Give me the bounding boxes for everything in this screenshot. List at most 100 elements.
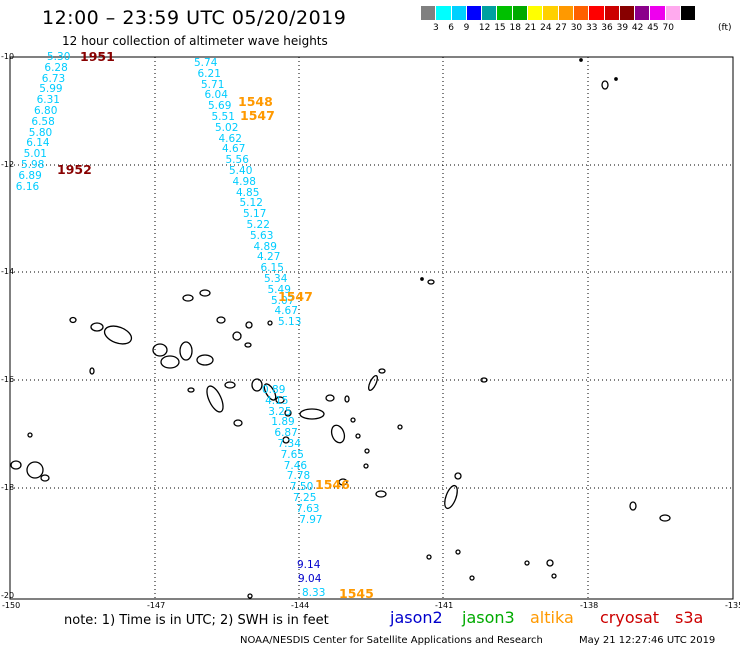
wave-height-value: 7.50: [289, 481, 314, 494]
legend-swatch: [558, 6, 574, 20]
pass-time-label: 1952: [57, 162, 92, 177]
satellite-legend-item: altika: [530, 608, 574, 627]
wave-height-value: 4.85: [236, 186, 260, 199]
wave-height-value: 5.01: [23, 148, 47, 161]
legend-swatch: [451, 6, 467, 20]
wave-height-value: 5.51: [211, 111, 235, 123]
wave-height-value: 6.28: [44, 61, 68, 74]
wave-height-value: 6.31: [36, 94, 60, 107]
island: [232, 331, 242, 341]
island: [160, 355, 180, 369]
wave-height-value: 5.17: [243, 208, 267, 221]
map-title: 12:00 – 23:59 UTC 05/20/2019: [42, 7, 347, 29]
island: [427, 279, 435, 285]
island: [375, 490, 387, 498]
legend-swatch: [604, 6, 620, 20]
wave-height-value: 6.87: [274, 427, 298, 440]
island: [364, 448, 370, 454]
wave-height-value: 6.15: [260, 262, 284, 275]
island: [363, 463, 369, 469]
wave-height-value: 5.98: [21, 159, 45, 171]
island: [282, 436, 290, 444]
island: [284, 409, 292, 417]
island: [420, 277, 424, 281]
latitude-label: -16: [1, 375, 15, 384]
legend-label: 12: [478, 23, 491, 33]
wave-height-value: 6.89: [18, 169, 42, 182]
island: [601, 80, 609, 90]
wave-height-value: 7.46: [283, 459, 308, 472]
island: [233, 419, 243, 427]
satellite-legend-item: jason3: [462, 608, 515, 627]
wave-height-value: 7.34: [277, 438, 301, 450]
legend-swatch: [619, 6, 636, 20]
longitude-label: -150: [2, 601, 21, 610]
wave-height-value: 5.56: [225, 154, 249, 167]
island: [263, 383, 277, 401]
satellite-legend-item: jason2: [390, 608, 443, 627]
legend-swatch: [482, 6, 498, 20]
legend-swatch: [512, 6, 529, 20]
color-legend-bar: [421, 6, 697, 20]
island: [454, 472, 462, 480]
longitude-label: -144: [291, 601, 310, 610]
legend-label: 6: [448, 23, 455, 33]
latitude-label: -12: [1, 160, 15, 169]
legend-label: 39: [616, 23, 629, 33]
island: [251, 378, 263, 392]
wave-height-value: 5.71: [201, 78, 225, 91]
credit-line: NOAA/NESDIS Center for Satellite Applica…: [240, 635, 543, 646]
island: [216, 316, 226, 324]
satellite-legend-item: s3a: [675, 608, 704, 627]
legend-swatch: [497, 6, 513, 20]
wave-height-value: 5.12: [239, 197, 263, 210]
generation-timestamp: May 21 12:27:46 UTC 2019: [579, 635, 716, 646]
pass-time-label: 1545: [339, 586, 374, 601]
wave-height-value: 5.07: [271, 294, 295, 307]
island: [659, 514, 671, 522]
island: [245, 321, 253, 329]
wave-height-value: 7.65: [280, 448, 304, 461]
legend-label: 70: [662, 23, 674, 33]
legend-label: 42: [631, 23, 644, 33]
wave-height-value: 6.16: [15, 180, 40, 193]
legend-label: 33: [586, 23, 598, 33]
latitude-label: -10: [1, 52, 15, 61]
legend-swatch: [573, 6, 590, 20]
island: [426, 554, 432, 560]
wave-height-value: 5.74: [194, 57, 218, 69]
island: [247, 593, 253, 599]
wave-height-value: 8.33: [302, 587, 326, 599]
island: [206, 385, 224, 413]
island: [579, 58, 583, 62]
pass-time-label: 1548: [238, 94, 273, 109]
island: [244, 342, 252, 348]
map-subtitle: 12 hour collection of altimeter wave hei…: [62, 34, 328, 48]
island: [455, 549, 461, 555]
wave-height-value: 5.02: [215, 121, 239, 134]
wave-height-value: 4.15: [265, 394, 289, 407]
legend-label: 3: [433, 23, 439, 33]
island: [629, 501, 637, 511]
longitude-label: -135: [725, 601, 740, 610]
wave-height-value: 5.49: [267, 283, 291, 296]
island: [275, 396, 285, 404]
island: [103, 325, 133, 345]
longitude-label: -147: [147, 601, 166, 610]
graticule: [10, 57, 733, 599]
island: [199, 289, 211, 297]
island: [10, 460, 22, 470]
island: [267, 320, 273, 326]
legend-label: (ft): [718, 23, 732, 33]
legend-swatch: [543, 6, 559, 20]
island: [179, 341, 193, 361]
wave-height-value: 5.22: [246, 219, 270, 231]
latitude-label: -20: [1, 591, 15, 600]
wave-height-value: 5.34: [264, 273, 288, 285]
island: [368, 374, 378, 392]
legend-label: 21: [524, 23, 537, 33]
legend-swatch: [681, 6, 697, 20]
island: [338, 478, 348, 486]
wave-height-value: 0.89: [262, 384, 286, 396]
